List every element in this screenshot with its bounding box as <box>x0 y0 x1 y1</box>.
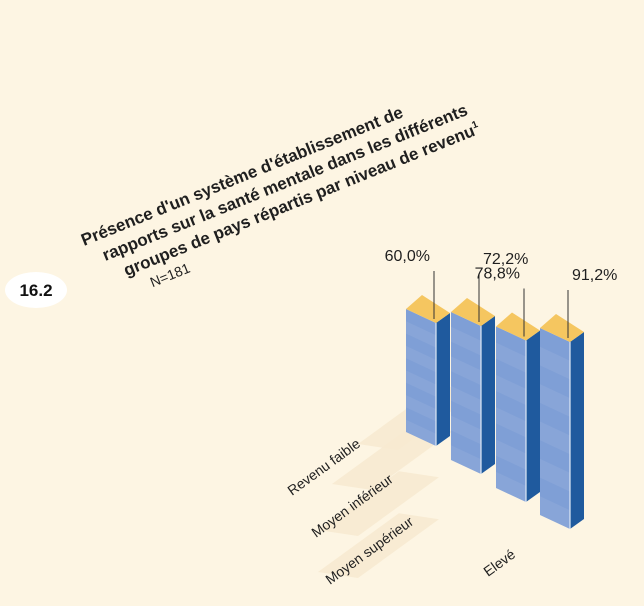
value-label-group: 60,0% 72,2%78,8% 91,2% <box>385 248 617 339</box>
title-footnote-marker: 1 <box>470 119 480 131</box>
bar-front-face <box>451 311 481 474</box>
bar-stripe <box>540 496 570 529</box>
bar-front-face <box>540 328 570 529</box>
value-label-eleve: 91,2% <box>572 267 617 284</box>
bar-stripe <box>406 370 436 397</box>
bar-stripe <box>540 458 570 492</box>
bar-stripe <box>540 421 570 455</box>
category-band-moyen-inferieur <box>332 425 453 490</box>
bar-top-face <box>540 314 584 343</box>
value-label-revenu-faible: 60,0% <box>385 248 430 265</box>
bar-stripe <box>451 356 481 386</box>
bar-stripe <box>451 385 481 415</box>
bar-side-face <box>570 332 584 529</box>
bar-stripe <box>496 471 526 502</box>
bar-revenu-faible <box>406 295 450 446</box>
category-band-moyen-superieur <box>318 471 439 536</box>
bar-front-face <box>496 326 526 502</box>
chart-title: Présence d'un système d'établissement de… <box>78 100 480 290</box>
bar-stripe <box>451 415 481 445</box>
chart-title-line-2: rapports sur la santé mentale dans les d… <box>100 100 471 264</box>
bar-top-face <box>406 295 450 323</box>
bar-side-face <box>526 330 540 502</box>
figure-number-background <box>5 272 67 308</box>
bar-top-face <box>451 297 495 326</box>
bar-group <box>406 295 584 529</box>
figure-number: 16.2 <box>19 281 52 300</box>
category-label-eleve: Elevé <box>480 546 518 580</box>
bar-side-face <box>436 313 450 446</box>
bar-moyen-superieur <box>496 312 540 502</box>
bar-moyen-inferieur <box>451 297 495 474</box>
bar-stripe <box>496 439 526 470</box>
bar-stripe <box>540 384 570 417</box>
bar-stripe <box>496 374 526 406</box>
bar-top-face <box>496 312 540 341</box>
bar-stripe <box>406 321 436 348</box>
bar-side-face <box>481 315 495 474</box>
bar-front-face <box>406 309 436 446</box>
bar-stripe <box>406 395 436 422</box>
bar-stripe <box>496 342 526 373</box>
category-label-revenu-faible: Revenu faible <box>284 435 363 498</box>
value-label-moyen-superieur: 78,8% <box>475 265 520 282</box>
bar-eleve <box>540 314 584 529</box>
value-label-moyen-inferieur: 72,2% <box>483 251 528 268</box>
bar-stripe <box>496 407 526 438</box>
bar-stripe <box>406 345 436 373</box>
category-band-eleve <box>318 513 439 578</box>
bar-stripe <box>451 445 481 474</box>
bar-stripe <box>540 346 570 380</box>
figure-number-badge: 16.2 <box>5 272 67 308</box>
bar-stripe <box>406 419 436 446</box>
bar-stripe <box>451 326 481 356</box>
